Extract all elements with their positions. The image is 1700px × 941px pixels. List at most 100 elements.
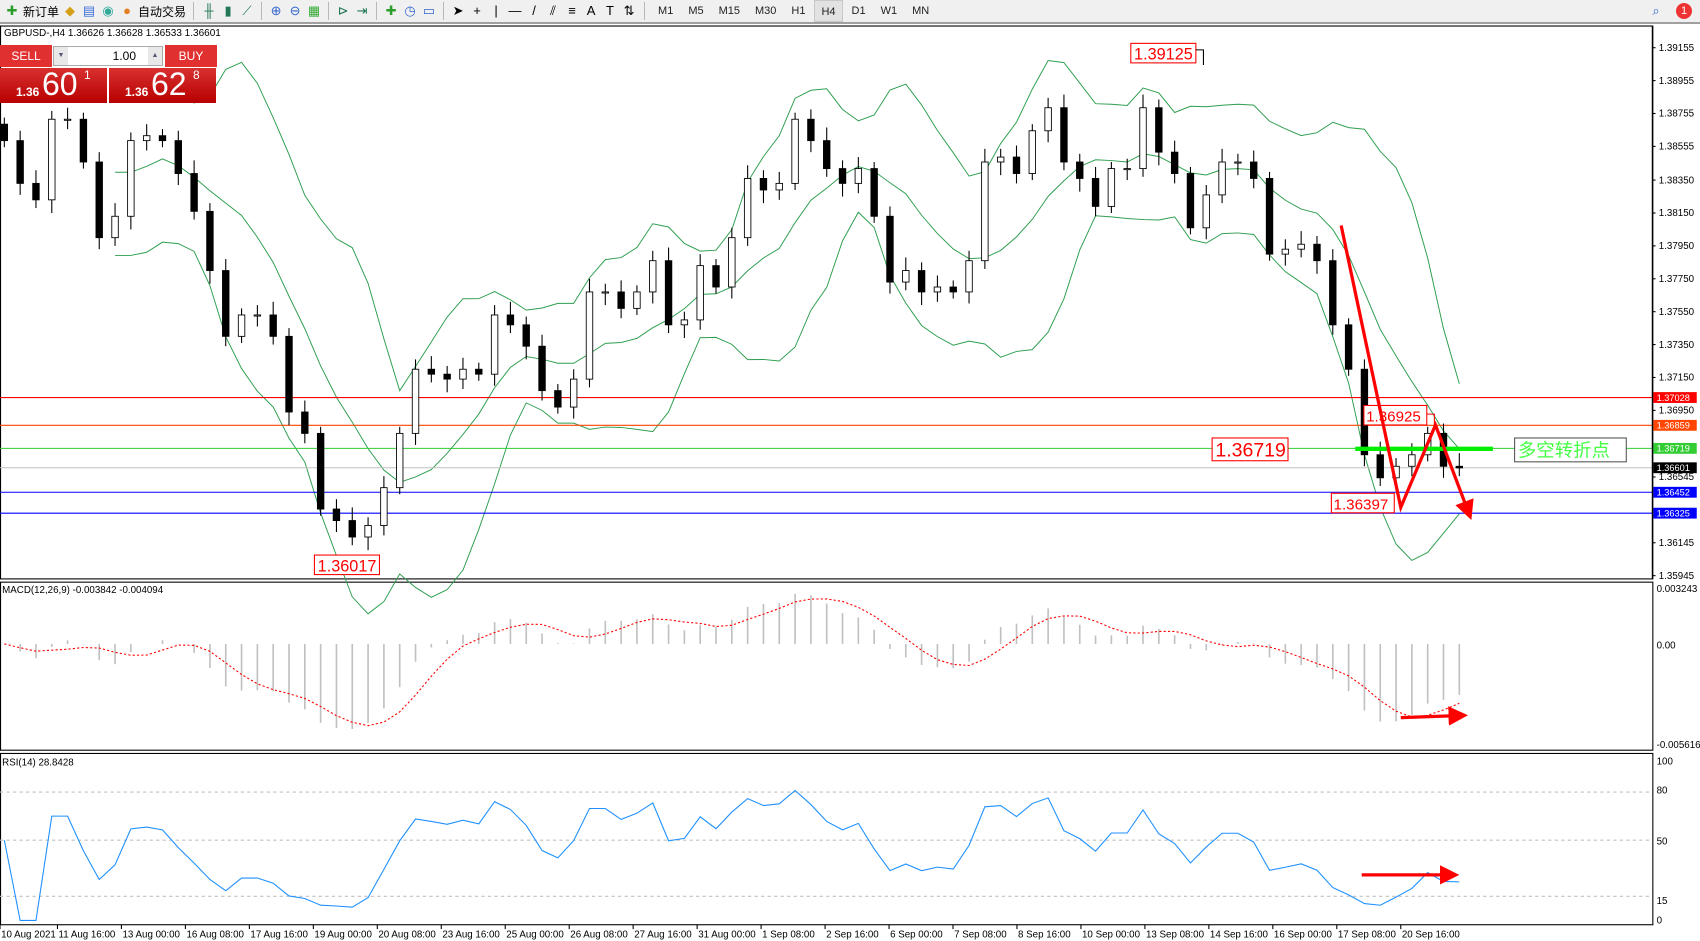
- buy-button[interactable]: BUY: [165, 45, 217, 67]
- lot-increase-icon[interactable]: ▲: [148, 47, 162, 65]
- pivot-label[interactable]: 多空转折点: [1514, 437, 1627, 463]
- candle: [1344, 324, 1353, 370]
- timeframe-w1[interactable]: W1: [880, 5, 898, 17]
- level-price-label: 1.36859: [1657, 421, 1690, 431]
- search-icon[interactable]: ⌕: [1652, 3, 1660, 18]
- auto-trading-button[interactable]: 自动交易: [138, 4, 187, 19]
- candle: [332, 508, 341, 521]
- candle: [854, 168, 863, 184]
- candle: [1202, 194, 1210, 229]
- candle: [886, 215, 894, 283]
- annotation-swing-high[interactable]: 1.36925: [1363, 404, 1435, 426]
- annotation-low[interactable]: 1.36017: [313, 554, 381, 575]
- candle: [633, 291, 641, 309]
- tile-windows-icon[interactable]: ▦: [307, 3, 321, 18]
- autoscroll-icon[interactable]: ⇥: [356, 3, 368, 18]
- fibonacci-icon[interactable]: ≡: [568, 3, 576, 18]
- timeframe-d1[interactable]: D1: [851, 5, 866, 17]
- price-tick-label: 1.36950: [1659, 406, 1695, 417]
- buy-price[interactable]: 1.36 62 8: [109, 66, 216, 103]
- price-tick-label: 1.39155: [1659, 43, 1695, 54]
- candle: [95, 161, 103, 239]
- time-tick-label: 20 Sep 16:00: [1402, 930, 1461, 941]
- level-price-tag: [1653, 442, 1697, 454]
- timeframe-m30[interactable]: M30: [755, 5, 777, 17]
- candle: [1186, 173, 1195, 229]
- price-tick-label: 1.36145: [1659, 538, 1695, 549]
- market-watch-icon[interactable]: ◆: [65, 3, 76, 18]
- line-chart-icon[interactable]: ⟋: [242, 3, 252, 18]
- candle: [1028, 130, 1036, 174]
- lot-size-input[interactable]: ▼ 1.00 ▲: [53, 46, 163, 66]
- level-price-label: 1.36325: [1657, 508, 1690, 518]
- text-icon[interactable]: A: [586, 3, 596, 18]
- time-tick-label: 10 Aug 2021: [1, 930, 56, 941]
- bar-chart-icon[interactable]: ╫: [204, 3, 214, 18]
- timeframe-m5[interactable]: M5: [688, 5, 704, 17]
- level-price-label: 1.36601: [1657, 463, 1690, 473]
- timeframe-h1[interactable]: H1: [791, 5, 806, 17]
- rsi-plot: [0, 789, 1653, 921]
- macd-signal-line: [4, 598, 1460, 727]
- chart-shift-icon[interactable]: ⊳: [337, 3, 349, 18]
- horizontal-line-icon[interactable]: —: [508, 3, 522, 18]
- level-price-tag: [1653, 507, 1697, 519]
- buy-price-pip: 8: [193, 68, 200, 82]
- candle: [127, 140, 135, 217]
- horizontal-levels[interactable]: 1.37028 1.36859 1.36719 1.36601 1.36452 1.363…: [0, 392, 1697, 519]
- annotation-swing-high-text: 1.36925: [1366, 409, 1421, 426]
- zoom-out-icon[interactable]: ⊖: [289, 3, 301, 18]
- equidistant-channel-icon[interactable]: ⫽: [550, 3, 556, 18]
- candle: [111, 215, 119, 239]
- candle: [838, 168, 847, 184]
- zigzag-arrow[interactable]: [1339, 225, 1474, 520]
- time-tick-label: 16 Aug 08:00: [186, 930, 244, 941]
- auto-trading-icon[interactable]: ●: [123, 3, 131, 18]
- annotation-pivot[interactable]: 1.36719: [1211, 437, 1289, 461]
- indicators-icon[interactable]: ✚: [385, 3, 397, 18]
- text-label-icon[interactable]: T: [606, 3, 614, 18]
- crosshair-icon[interactable]: +: [473, 3, 481, 18]
- timeframe-h4[interactable]: H4: [814, 0, 843, 22]
- signals-icon[interactable]: ◉: [102, 3, 114, 18]
- timeframe-mn[interactable]: MN: [912, 5, 930, 17]
- candle: [475, 368, 483, 375]
- periods-icon[interactable]: ◷: [404, 3, 416, 18]
- candlestick-icon[interactable]: ▮: [224, 3, 232, 18]
- bollinger-upper: [115, 59, 1460, 392]
- bollinger-lower: [115, 211, 1460, 615]
- zoom-in-icon[interactable]: ⊕: [270, 3, 282, 18]
- new-order-button[interactable]: 新订单: [23, 4, 60, 19]
- annotation-swing-low[interactable]: 1.36397: [1330, 492, 1395, 514]
- timeframe-m1[interactable]: M1: [658, 5, 674, 17]
- templates-icon[interactable]: ▭: [422, 3, 436, 18]
- candle: [1155, 107, 1163, 153]
- annotation-high[interactable]: 1.39125: [1130, 42, 1204, 66]
- candle: [1234, 161, 1242, 164]
- sell-price-main: 60: [42, 66, 78, 102]
- trendline-icon[interactable]: /: [532, 3, 536, 18]
- timeframe-m15[interactable]: M15: [718, 5, 740, 17]
- notification-badge[interactable]: 1: [1676, 3, 1692, 19]
- vertical-line-icon[interactable]: |: [494, 3, 498, 18]
- macd-arrow[interactable]: [1400, 706, 1468, 726]
- new-order-icon[interactable]: ✚: [6, 3, 18, 18]
- arrows-icon[interactable]: ⇅: [623, 3, 635, 18]
- time-axis: 10 Aug 2021 11 Aug 16:00 13 Aug 00:00 16 Au…: [0, 924, 1461, 941]
- candle: [380, 487, 388, 526]
- candle: [981, 161, 989, 262]
- sell-price-pip: 1: [84, 68, 91, 82]
- level-price-tag: [1653, 392, 1697, 403]
- time-tick-label: 27 Aug 16:00: [634, 930, 692, 941]
- sell-button[interactable]: SELL: [0, 45, 52, 67]
- data-window-icon[interactable]: ▤: [82, 3, 96, 18]
- time-tick-label: 25 Aug 00:00: [506, 930, 564, 941]
- buy-price-main: 62: [151, 66, 187, 102]
- lot-decrease-icon[interactable]: ▼: [54, 47, 68, 65]
- toolbar: ✚ 新订单 ◆ ▤ ◉ ● 自动交易 ╫ ▮ ⟋ ⊕ ⊖ ▦ ⊳ ⇥ ✚ ◷ ▭…: [0, 0, 1700, 24]
- price-tick-label: 1.38150: [1659, 208, 1695, 219]
- sell-price[interactable]: 1.36 60 1: [0, 66, 107, 103]
- cursor-icon[interactable]: ➤: [452, 3, 464, 18]
- candle: [1044, 107, 1052, 132]
